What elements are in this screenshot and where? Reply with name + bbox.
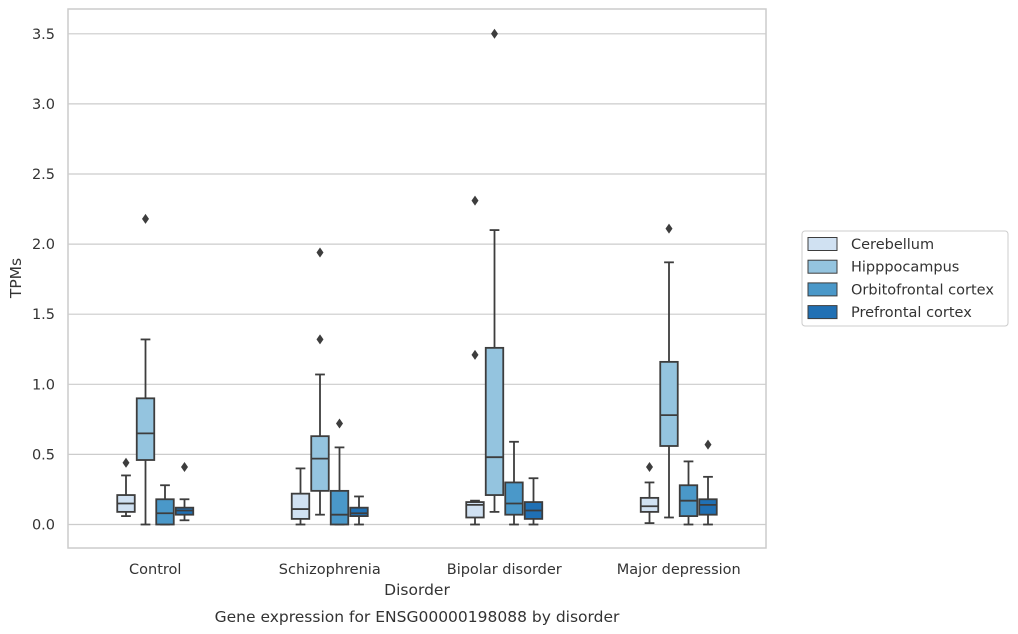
outlier-point (704, 439, 712, 450)
outlier-point (471, 349, 479, 360)
grid-layer (68, 33, 766, 526)
box-plot-group (116, 457, 136, 517)
y-tick-label: 1.0 (32, 377, 55, 393)
legend-label: Prefrontal cortex (851, 305, 972, 321)
box-plot-group (659, 223, 679, 519)
box-iqr (310, 435, 330, 492)
legend-label: Orbitofrontal cortex (851, 282, 994, 298)
outlier-point (122, 457, 130, 468)
box-plot-group (523, 477, 544, 526)
outlier-point (665, 223, 673, 234)
box-iqr (465, 501, 485, 519)
plot-area-frame (67, 8, 767, 549)
box-iqr (349, 506, 369, 517)
outlier-point (316, 247, 324, 258)
x-tick-label: Bipolar disorder (447, 562, 562, 578)
x-tick-label: Schizophrenia (279, 562, 381, 578)
y-tick-label: 1.5 (32, 307, 55, 323)
x-tick-labels: Control Schizophrenia Bipolar disorder Majo… (129, 562, 741, 578)
legend: Cerebellum Hipppocampus Orbitofrontal cort… (801, 230, 1009, 327)
outlier-point (316, 334, 324, 345)
box-iqr (329, 489, 350, 526)
y-tick-label: 2.5 (32, 167, 55, 183)
legend-swatch (807, 282, 838, 297)
x-axis-label: Disorder (384, 581, 450, 599)
y-tick-label: 3.0 (32, 97, 55, 113)
x-tick-label: Control (129, 562, 181, 578)
box-plot-group (465, 195, 485, 526)
box-iqr (290, 492, 311, 520)
outlier-point (491, 28, 498, 39)
legend-swatch (807, 305, 838, 320)
outlier-point (142, 213, 149, 224)
box-plot-group (290, 467, 311, 526)
legend-swatch (807, 259, 838, 274)
legend-label: Hipppocampus (851, 260, 959, 276)
box-plot-group (329, 418, 350, 526)
box-plot-group (155, 484, 175, 526)
y-tick-labels: 0.0 0.5 1.0 1.5 2.0 2.5 3.0 3.5 (32, 27, 55, 534)
outlier-point (336, 418, 343, 429)
box-iqr (155, 498, 175, 526)
x-tick-label: Major depression (617, 562, 741, 578)
box-plot-group (484, 28, 505, 513)
legend-label: Cerebellum (851, 237, 934, 253)
box-plot-group (310, 247, 330, 516)
box-plot-group (639, 462, 660, 524)
outlier-point (181, 462, 188, 473)
box-iqr (659, 360, 679, 447)
outlier-point (646, 462, 653, 473)
y-tick-label: 3.5 (32, 27, 55, 43)
box-plot-group (174, 462, 195, 522)
legend-swatch (807, 237, 838, 251)
outlier-point (471, 195, 479, 206)
y-tick-label: 0.0 (32, 518, 55, 534)
box-plot-group (678, 460, 699, 526)
box-plot-group (135, 213, 156, 526)
box-layer (116, 28, 718, 526)
y-tick-label: 2.0 (32, 237, 55, 253)
box-iqr (135, 397, 156, 461)
box-plot-group (504, 440, 524, 526)
box-plot-group (349, 495, 369, 526)
box-iqr (484, 346, 505, 496)
legend-frame (801, 230, 1009, 327)
box-iqr (639, 496, 660, 513)
y-tick-label: 0.5 (32, 447, 55, 463)
box-plot-group (698, 439, 718, 526)
chart-caption: Gene expression for ENSG00000198088 by d… (215, 608, 620, 626)
box-iqr (504, 481, 524, 516)
y-axis-label: TPMs (7, 258, 25, 299)
box-iqr (698, 498, 718, 516)
